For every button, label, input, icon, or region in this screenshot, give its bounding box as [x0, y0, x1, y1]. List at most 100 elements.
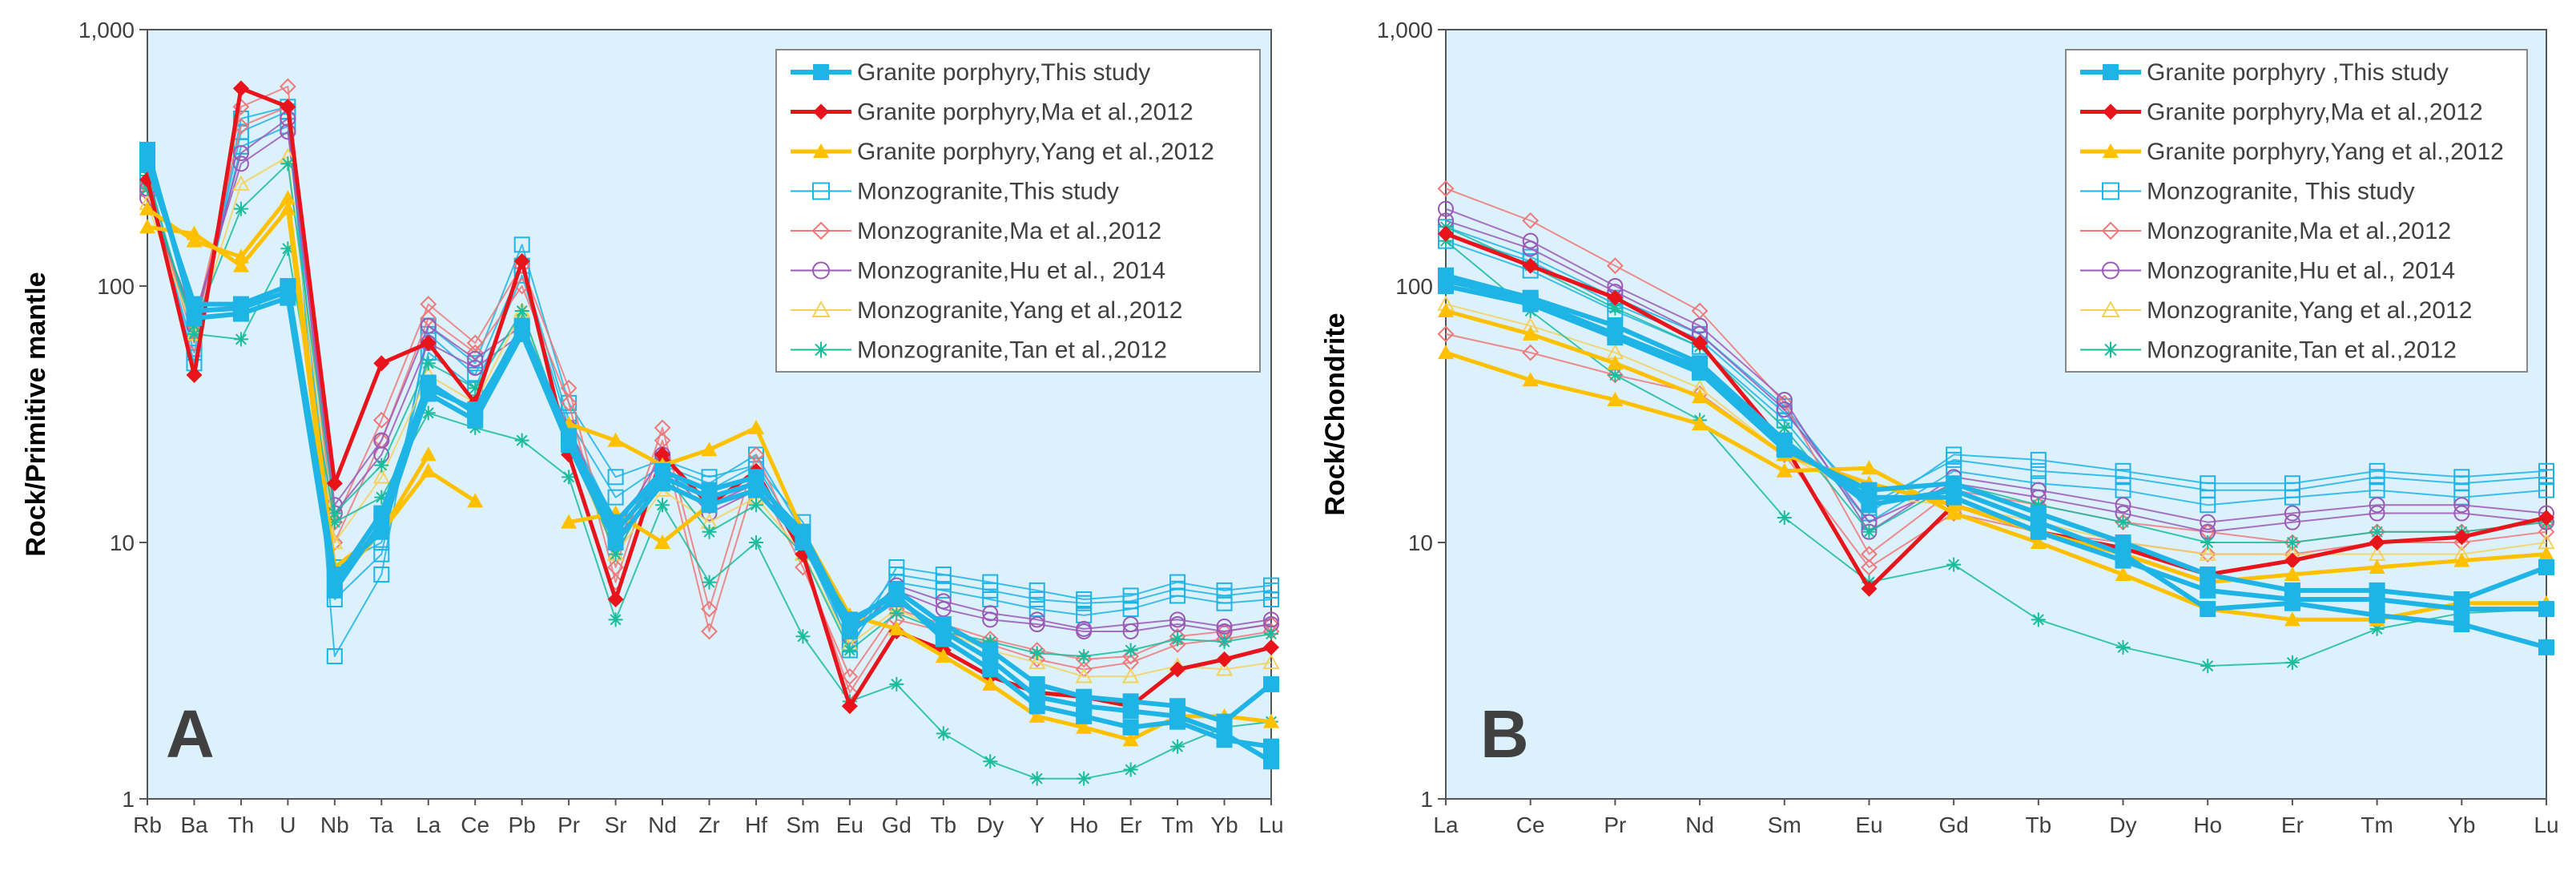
x-tick-label: Er	[2281, 813, 2304, 837]
x-tick-label: Sr	[605, 813, 627, 837]
data-point	[982, 611, 999, 628]
legend-marker	[2101, 300, 2120, 317]
data-point	[2369, 534, 2385, 550]
series-line	[1445, 350, 2546, 622]
data-point	[2369, 607, 2385, 623]
x-tick-label: Pr	[1604, 813, 1626, 837]
y-ticks-a: 1 10 100 1,000	[78, 18, 147, 812]
data-point	[514, 304, 529, 319]
series-line	[147, 106, 1272, 657]
x-tick-label: Ba	[180, 813, 208, 837]
data-point	[2199, 545, 2216, 561]
data-point	[701, 623, 718, 640]
x-ticks-b: La Ce Pr Nd Sm Eu Gd Tb Dy Ho Er Tm Yb Lu	[1433, 799, 2559, 837]
x-tick-label: Yb	[2448, 813, 2475, 837]
data-point	[2200, 535, 2216, 550]
data-point	[1029, 771, 1044, 786]
data-point	[1029, 646, 1044, 661]
series-group-a	[139, 78, 1280, 786]
series-line	[1445, 232, 2547, 506]
data-point	[1122, 623, 1139, 639]
data-point	[1263, 713, 1279, 728]
legend-a: Granite porphyry,This study Granite porph…	[775, 49, 1261, 373]
data-point	[232, 98, 250, 115]
data-point	[748, 535, 763, 550]
data-point	[1861, 546, 1878, 563]
data-point	[1123, 762, 1138, 777]
data-point	[2115, 469, 2131, 486]
data-point	[982, 675, 999, 691]
data-point	[1263, 738, 1279, 755]
legend-marker	[813, 103, 829, 120]
y-tick-label: 10	[1408, 530, 1433, 555]
data-point	[982, 582, 999, 599]
data-point	[654, 446, 671, 463]
data-point	[2031, 612, 2046, 627]
data-point	[279, 78, 296, 95]
data-point	[420, 446, 437, 462]
data-point	[420, 380, 437, 397]
data-point	[420, 462, 437, 478]
data-point	[2284, 591, 2300, 607]
legend-marker	[812, 261, 830, 280]
x-ticks-a: Rb Ba Th U Nb Ta La Ce Pb Pr Sr Nd Zr Hf Sm Eu Gd Tb Dy Y Ho…	[133, 799, 1284, 837]
data-point	[1169, 611, 1186, 628]
data-point	[1776, 462, 1793, 478]
data-point	[841, 698, 858, 715]
data-point	[1437, 179, 1455, 197]
data-point	[795, 629, 811, 644]
x-tick-label: Tm	[2361, 813, 2393, 837]
legend-marker	[811, 300, 831, 317]
data-point	[1607, 325, 1624, 342]
data-point	[1692, 334, 1709, 351]
data-point	[654, 462, 671, 479]
data-point	[1946, 557, 1962, 572]
data-point	[2284, 611, 2300, 627]
legend-entry-label: Granite porphyry,Yang et al.,2012	[2147, 139, 2504, 165]
legend-entry-label: Granite porphyry,Ma et al.,2012	[857, 99, 1193, 126]
legend-entry-label: Monzogranite,Tan et al.,2012	[857, 337, 1167, 364]
data-point	[888, 587, 905, 604]
data-point	[420, 334, 437, 351]
data-point	[2030, 534, 2047, 549]
data-point	[1861, 558, 1878, 576]
data-point	[513, 321, 530, 337]
legend-entry-label: Granite porphyry,Yang et al.,2012	[857, 139, 1214, 165]
data-point	[373, 523, 390, 540]
data-point	[2030, 451, 2047, 468]
data-point	[232, 296, 249, 313]
data-point	[747, 419, 764, 434]
y-ticks-b: 1 10 100 1,000	[1377, 18, 1446, 812]
data-point	[654, 534, 671, 549]
data-point	[1263, 582, 1279, 599]
data-point	[513, 252, 530, 269]
legend-marker	[812, 182, 830, 200]
data-point	[280, 190, 296, 205]
y-tick-label: 100	[1395, 274, 1433, 299]
data-point	[467, 493, 484, 508]
data-point	[2284, 489, 2300, 506]
data-point	[1169, 616, 1186, 633]
legend-marker	[813, 341, 829, 358]
data-point	[983, 634, 998, 649]
data-point	[2115, 534, 2131, 550]
x-tick-label: Ho	[1069, 813, 1098, 837]
data-point	[186, 366, 203, 383]
data-point	[1438, 272, 1454, 289]
data-point	[2200, 497, 2216, 514]
data-point	[1437, 325, 1455, 343]
data-point	[2453, 505, 2470, 522]
panel-a: Rock/Primitive mantle 1 10 100 1,000 Rb Ba Th…	[21, 18, 1284, 837]
x-tick-label: Ce	[1516, 813, 1545, 837]
data-point	[2200, 514, 2216, 530]
x-tick-label: Ho	[2193, 813, 2222, 837]
data-point	[1169, 661, 1186, 678]
data-point	[1262, 653, 1280, 670]
data-point	[186, 296, 203, 313]
x-tick-label: Yb	[1210, 813, 1238, 837]
data-point	[1776, 401, 1793, 418]
data-point	[232, 155, 249, 172]
data-point	[1122, 719, 1139, 736]
legend-entry-label: Monzogranite,Hu et al., 2014	[2147, 258, 2455, 284]
